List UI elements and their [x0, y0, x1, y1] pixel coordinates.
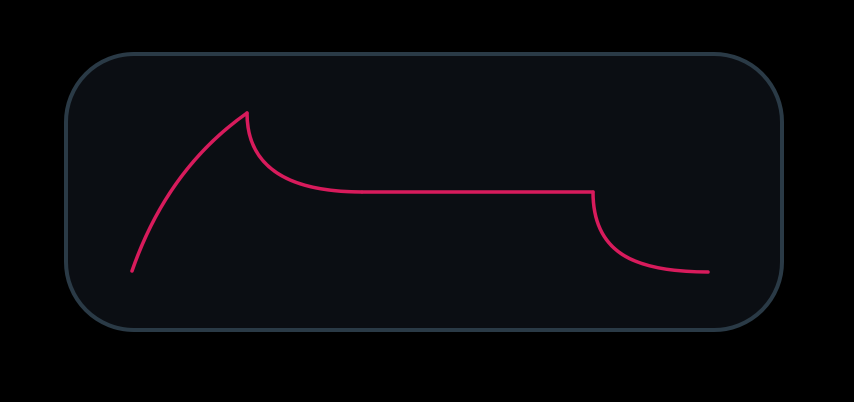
envelope-panel[interactable]	[64, 52, 784, 332]
